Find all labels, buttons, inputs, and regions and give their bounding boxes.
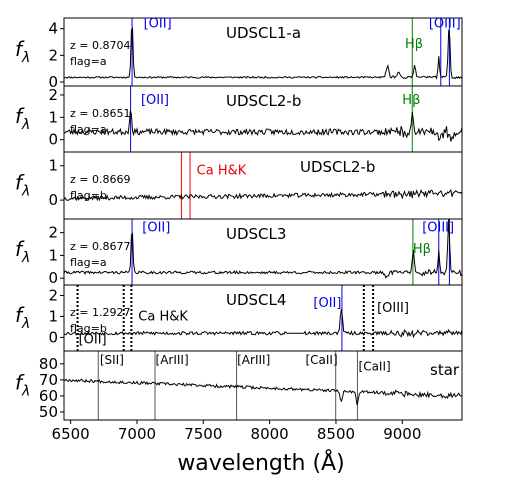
y-ticks-p2: 0 1 2 bbox=[48, 86, 64, 149]
y-tick-label-p1-0: 0 bbox=[48, 73, 58, 91]
line-label-p3-0: Ca H&K bbox=[197, 163, 247, 178]
line-label-p5-3: [OIII] bbox=[377, 301, 409, 316]
marker-lines-p2 bbox=[130, 86, 413, 152]
line-label-p6-0: [SII] bbox=[100, 353, 124, 367]
spectrum-line-p6 bbox=[64, 378, 462, 406]
y-tick-label-p3-0: 0 bbox=[48, 191, 58, 209]
line-labels-p4: [OII] [OIII] Hβ bbox=[142, 221, 454, 258]
redshift-p4: z = 0.8677 bbox=[70, 240, 130, 253]
y-ticks-p3: 01 bbox=[48, 157, 64, 209]
line-labels-p2: [OII] Hβ bbox=[141, 93, 420, 108]
panel-p4: 0 1 2 fλ UDSCL3 z = 0.8677 flag=a [OII] [OIII] Hβ bbox=[15, 218, 463, 287]
y-tick-label-p2-1: 1 bbox=[48, 108, 58, 126]
spectrum-line-p2 bbox=[64, 110, 462, 142]
line-labels-p5: [OII] Ca H&K [OII] [OIII] bbox=[79, 296, 409, 348]
y-ticks-p5: 0 1 2 bbox=[48, 286, 64, 346]
x-tick-label-9000: 9000 bbox=[383, 425, 421, 443]
y-axis-label-p6: fλ bbox=[15, 371, 30, 400]
line-label-p4-0: [OII] bbox=[142, 221, 170, 236]
panel-frame-p6 bbox=[63, 350, 463, 421]
y-tick-label-p1-2: 2 bbox=[48, 46, 58, 64]
flag-p2: flag=a bbox=[70, 123, 107, 136]
line-labels-p1: [OII] [OIII] Hβ bbox=[144, 16, 461, 52]
y-tick-label-p2-2: 2 bbox=[48, 86, 58, 104]
y-axis-label-p1: fλ bbox=[15, 37, 30, 66]
y-tick-label-p6-60: 60 bbox=[39, 387, 58, 405]
x-axis-label: wavelength (Å) bbox=[177, 449, 344, 476]
flag-p1: flag=a bbox=[70, 55, 107, 68]
x-tick-label-7500: 7500 bbox=[184, 425, 222, 443]
y-axis-label-p4: fλ bbox=[15, 237, 30, 266]
line-labels-p3: Ca H&K bbox=[197, 163, 247, 178]
panel-p1: 0 2 4 fλ UDSCL1-a z = 0.8704 flag=a [OII] [OIII]… bbox=[15, 16, 463, 91]
redshift-p3: z = 0.8669 bbox=[70, 173, 130, 186]
y-tick-label-p5-0: 0 bbox=[48, 328, 58, 346]
y-ticks-p1: 0 2 4 bbox=[48, 20, 64, 91]
x-axis: 6500 7000 7500 8000 8500 9000 bbox=[52, 420, 421, 443]
panel-title-p3: UDSCL2-b bbox=[300, 158, 375, 176]
spectrum-line-p4 bbox=[64, 219, 462, 279]
line-label-p6-3: [CaII] bbox=[305, 353, 337, 367]
y-tick-label-p4-2: 2 bbox=[48, 224, 58, 242]
line-label-p5-1: Ca H&K bbox=[138, 310, 188, 325]
line-label-p6-2: [ArIII] bbox=[237, 353, 270, 367]
line-label-p2-0: [OII] bbox=[141, 93, 169, 108]
marker-lines-p1 bbox=[131, 18, 450, 86]
redshift-p1: z = 0.8704 bbox=[70, 39, 130, 52]
line-label-p6-1: [ArIII] bbox=[156, 353, 189, 367]
line-label-p1-1: [OIII] bbox=[429, 16, 461, 31]
y-axis-label-p5: fλ bbox=[15, 303, 30, 332]
y-tick-label-p1-4: 4 bbox=[48, 20, 58, 38]
panel-title-p1: UDSCL1-a bbox=[226, 24, 301, 42]
line-label-p6-4: [CaII] bbox=[359, 359, 391, 373]
panel-title-p4: UDSCL3 bbox=[226, 225, 286, 243]
line-label-p5-2: [OII] bbox=[313, 296, 341, 311]
panel-p2: 0 1 2 fλ UDSCL2-b z = 0.8651 flag=a [OII] Hβ bbox=[15, 85, 463, 153]
spectrum-line-p5 bbox=[64, 308, 462, 339]
line-label-p5-0: [OII] bbox=[79, 333, 107, 348]
marker-lines-p4 bbox=[131, 219, 450, 285]
flag-p5: flag=b bbox=[70, 322, 107, 335]
line-label-p2-1: Hβ bbox=[402, 93, 420, 108]
x-tick-label-6500: 6500 bbox=[52, 425, 90, 443]
redshift-p2: z = 0.8651 bbox=[70, 107, 130, 120]
line-label-p1-2: Hβ bbox=[405, 37, 423, 52]
flag-p3: flag=b bbox=[70, 189, 107, 202]
x-tick-label-8000: 8000 bbox=[251, 425, 289, 443]
panel-title-p6: star bbox=[430, 361, 460, 379]
y-axis-label-p3: fλ bbox=[15, 171, 30, 200]
flag-p4: flag=a bbox=[70, 256, 107, 269]
spectrum-line-p1 bbox=[64, 27, 462, 80]
x-tick-label-8500: 8500 bbox=[317, 425, 355, 443]
y-tick-label-p2-0: 0 bbox=[48, 131, 58, 149]
marker-lines-p6 bbox=[97, 351, 358, 420]
y-axis-label-p2: fλ bbox=[15, 104, 30, 133]
y-tick-label-p5-2: 2 bbox=[48, 286, 58, 304]
y-tick-label-p4-1: 1 bbox=[48, 246, 58, 264]
marker-lines-p3 bbox=[180, 152, 191, 219]
line-label-p4-1: [OIII] bbox=[422, 221, 454, 236]
panel-title-p5: UDSCL4 bbox=[226, 291, 286, 309]
y-tick-label-p3-1: 1 bbox=[48, 157, 58, 175]
y-tick-label-p6-80: 80 bbox=[39, 355, 58, 373]
y-ticks-p4: 0 1 2 bbox=[48, 224, 64, 287]
spectrum-line-p3 bbox=[64, 188, 462, 202]
x-tick-label-7000: 7000 bbox=[118, 425, 156, 443]
redshift-p5: z = 1.2927 bbox=[70, 306, 130, 319]
y-tick-label-p4-0: 0 bbox=[48, 269, 58, 287]
marker-lines-p5 bbox=[76, 285, 375, 351]
line-label-p4-2: Hβ bbox=[413, 242, 431, 257]
line-label-p1-0: [OII] bbox=[144, 16, 172, 31]
y-tick-label-p5-1: 1 bbox=[48, 307, 58, 325]
panel-title-p2: UDSCL2-b bbox=[226, 92, 301, 110]
y-tick-label-p6-50: 50 bbox=[39, 403, 58, 421]
y-tick-label-p6-70: 70 bbox=[39, 371, 58, 389]
line-labels-p6: [SII] [ArIII] [ArIII] [CaII] [CaII] bbox=[100, 353, 391, 373]
